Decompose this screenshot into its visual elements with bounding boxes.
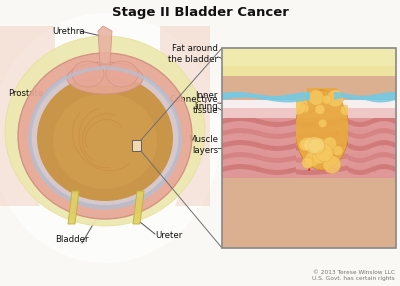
FancyBboxPatch shape <box>222 48 396 248</box>
Polygon shape <box>222 100 396 108</box>
Polygon shape <box>222 108 396 118</box>
Circle shape <box>272 147 275 149</box>
Circle shape <box>335 132 338 134</box>
Polygon shape <box>160 26 210 236</box>
Polygon shape <box>222 152 396 163</box>
Ellipse shape <box>30 66 180 206</box>
Circle shape <box>291 100 306 115</box>
Polygon shape <box>222 100 296 108</box>
Polygon shape <box>222 118 396 178</box>
Circle shape <box>318 119 327 128</box>
Polygon shape <box>222 152 296 163</box>
Ellipse shape <box>304 137 324 153</box>
Polygon shape <box>222 118 296 178</box>
Circle shape <box>308 138 325 155</box>
Polygon shape <box>222 92 310 102</box>
Polygon shape <box>312 90 332 94</box>
Polygon shape <box>348 140 396 151</box>
Polygon shape <box>334 92 396 102</box>
Circle shape <box>315 104 325 114</box>
Circle shape <box>266 144 269 147</box>
Circle shape <box>242 133 245 135</box>
Text: Connective
tissue: Connective tissue <box>169 95 218 115</box>
FancyBboxPatch shape <box>132 140 141 151</box>
Text: Urethra: Urethra <box>52 27 85 35</box>
Circle shape <box>308 90 324 105</box>
Text: Bladder: Bladder <box>55 235 89 244</box>
Text: Stage II Bladder Cancer: Stage II Bladder Cancer <box>112 6 288 19</box>
Ellipse shape <box>18 53 192 219</box>
Polygon shape <box>222 128 396 139</box>
Polygon shape <box>68 191 79 224</box>
Circle shape <box>371 165 373 168</box>
Circle shape <box>381 145 384 147</box>
Circle shape <box>322 150 332 160</box>
Circle shape <box>294 97 308 111</box>
Circle shape <box>315 144 333 162</box>
Text: Prostate: Prostate <box>8 90 43 98</box>
Polygon shape <box>348 164 396 175</box>
Circle shape <box>312 138 326 152</box>
Circle shape <box>298 136 301 138</box>
Text: Inner
lining: Inner lining <box>194 91 218 111</box>
Ellipse shape <box>106 61 138 87</box>
Polygon shape <box>348 152 396 163</box>
Ellipse shape <box>72 61 104 87</box>
Text: Fat around
the bladder: Fat around the bladder <box>168 44 218 64</box>
Circle shape <box>302 157 313 168</box>
Circle shape <box>300 104 309 113</box>
Polygon shape <box>222 164 396 175</box>
Polygon shape <box>348 118 396 178</box>
Polygon shape <box>348 128 396 139</box>
Circle shape <box>333 146 343 156</box>
Ellipse shape <box>0 13 220 263</box>
Polygon shape <box>348 108 396 118</box>
Polygon shape <box>222 116 296 127</box>
Polygon shape <box>348 100 396 108</box>
Polygon shape <box>133 191 144 224</box>
Polygon shape <box>222 164 296 175</box>
Polygon shape <box>222 92 396 102</box>
Polygon shape <box>222 48 396 66</box>
Polygon shape <box>222 108 296 118</box>
Polygon shape <box>98 26 112 64</box>
Polygon shape <box>222 140 296 151</box>
Circle shape <box>327 90 344 107</box>
Circle shape <box>323 156 341 173</box>
Ellipse shape <box>5 36 205 226</box>
Polygon shape <box>348 116 396 127</box>
Circle shape <box>305 152 320 166</box>
Text: Ureter: Ureter <box>155 231 182 241</box>
Circle shape <box>322 95 331 104</box>
Circle shape <box>289 168 292 171</box>
Circle shape <box>323 124 326 127</box>
Circle shape <box>275 126 278 129</box>
Circle shape <box>323 137 336 150</box>
Circle shape <box>264 149 266 152</box>
Polygon shape <box>222 48 396 76</box>
Polygon shape <box>222 140 396 151</box>
Ellipse shape <box>67 62 143 94</box>
Circle shape <box>311 134 314 137</box>
Text: © 2013 Terese Winslow LLC
U.S. Govt. has certain rights: © 2013 Terese Winslow LLC U.S. Govt. has… <box>312 270 395 281</box>
Circle shape <box>323 149 332 158</box>
Circle shape <box>300 138 314 151</box>
Circle shape <box>374 170 377 173</box>
Circle shape <box>299 139 310 151</box>
Ellipse shape <box>37 75 173 201</box>
Circle shape <box>308 168 310 171</box>
Circle shape <box>313 151 326 164</box>
Ellipse shape <box>295 90 349 170</box>
Text: Cancer: Cancer <box>304 221 340 231</box>
Polygon shape <box>82 71 128 86</box>
Polygon shape <box>222 116 396 127</box>
Circle shape <box>308 139 322 152</box>
Circle shape <box>340 106 350 115</box>
Polygon shape <box>222 128 296 139</box>
Ellipse shape <box>53 93 157 189</box>
Polygon shape <box>307 88 337 103</box>
Text: Muscle
layers: Muscle layers <box>188 135 218 155</box>
Polygon shape <box>0 26 55 236</box>
